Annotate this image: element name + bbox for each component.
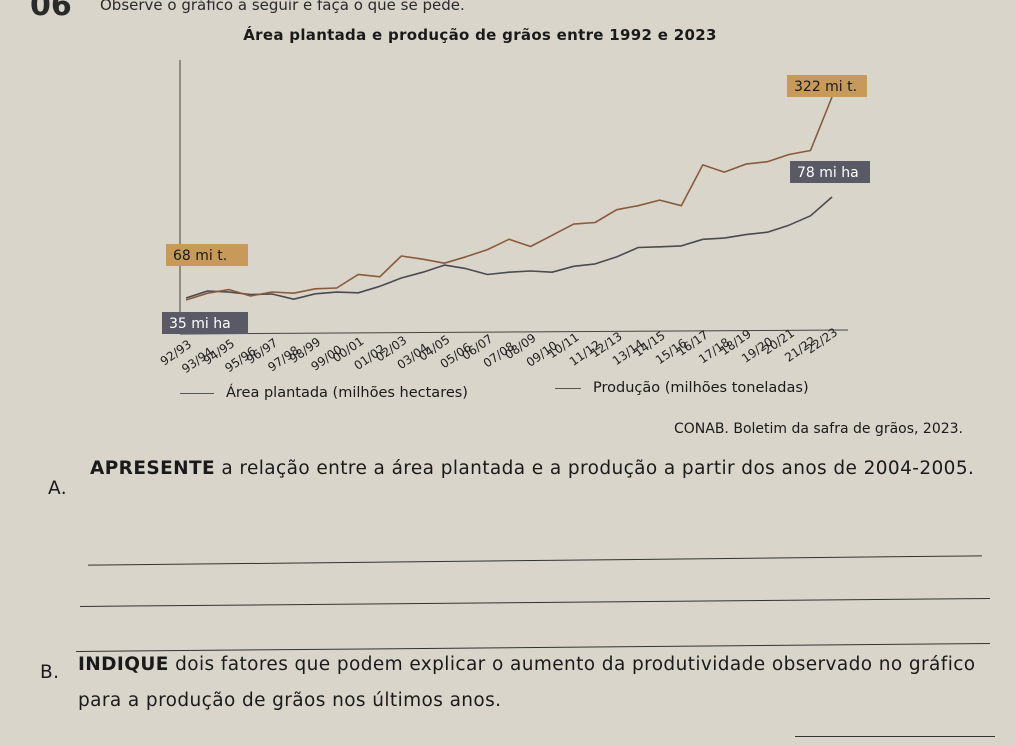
line-chart: 92/9393/9494/9595/9696/9797/9898/9999/00… (158, 60, 870, 376)
value-badge: 68 mi t. (166, 244, 248, 266)
legend-line-production (555, 387, 581, 389)
series-line-production (185, 96, 833, 301)
value-badge-label: 322 mi t. (794, 79, 857, 95)
question-a-text: APRESENTE a relação entre a área plantad… (90, 451, 990, 487)
legend-label-area: Área plantada (milhões hectares) (226, 385, 468, 401)
question-b-body: dois fatores que podem explicar o aument… (78, 654, 976, 711)
legend-area: Área plantada (milhões hectares) (180, 385, 468, 401)
series-line-area (185, 196, 833, 301)
question-number: 06 (30, 0, 72, 23)
chart-title: Área plantada e produção de grãos entre … (243, 26, 717, 44)
value-badge-label: 68 mi t. (173, 248, 227, 264)
question-instruction: Observe o gráfico a seguir e faça o que … (100, 0, 465, 14)
question-a-letter: A. (48, 478, 68, 499)
answer-line[interactable] (88, 555, 982, 566)
question-a-body: a relação entre a área plantada e a prod… (215, 458, 975, 479)
x-axis (179, 329, 849, 335)
legend-label-production: Produção (milhões toneladas) (593, 380, 809, 396)
legend-production: Produção (milhões toneladas) (555, 380, 809, 396)
question-a-keyword: APRESENTE (90, 458, 216, 479)
legend-line-area (180, 392, 214, 394)
answer-line[interactable] (80, 598, 990, 607)
answer-line[interactable] (795, 736, 995, 737)
value-badge: 35 mi ha (162, 312, 248, 334)
value-badge-label: 78 mi ha (797, 165, 859, 181)
value-badge-label: 35 mi ha (169, 316, 231, 332)
value-badge: 322 mi t. (787, 75, 867, 97)
question-b-letter: B. (40, 662, 60, 683)
question-b-keyword: INDIQUE (78, 654, 169, 675)
value-badge: 78 mi ha (790, 161, 870, 183)
chart-source: CONAB. Boletim da safra de grãos, 2023. (673, 421, 963, 437)
question-b-text: INDIQUE dois fatores que podem explicar … (78, 647, 998, 719)
